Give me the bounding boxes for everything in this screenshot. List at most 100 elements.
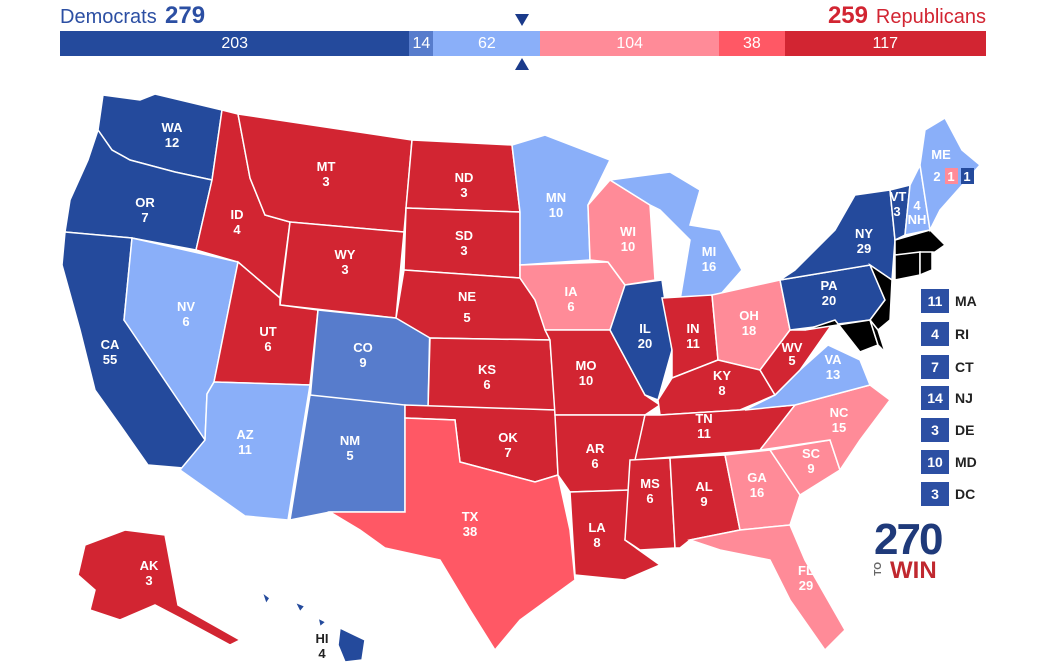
state-label-va: VA [824, 352, 842, 367]
state-label-nd: ND [455, 170, 474, 185]
state-label-ar: AR [586, 441, 605, 456]
small-state-label: DC [955, 486, 976, 502]
state-label-nv: NV [177, 299, 195, 314]
small-state-ev-box[interactable]: 3 [921, 418, 949, 442]
state-ev-mo: 10 [579, 373, 593, 388]
small-state-label: CT [955, 359, 974, 375]
state-ev-nc: 15 [832, 420, 846, 435]
state-ev-la: 8 [593, 535, 600, 550]
state-mi[interactable] [607, 171, 743, 301]
small-state-ev-box[interactable]: 4 [921, 322, 949, 346]
small-state-label: MD [955, 454, 977, 470]
state-ev-ne: 5 [463, 310, 470, 325]
small-state-ev-box[interactable]: 10 [921, 450, 949, 474]
bar-segment-safe_dem: 203 [60, 31, 410, 56]
state-ri[interactable] [919, 251, 933, 277]
state-ev-ok: 7 [504, 445, 511, 460]
democrats-total: 279 [165, 2, 206, 29]
state-ev-ky: 8 [718, 383, 725, 398]
state-label-wv: WV [782, 340, 803, 355]
state-de[interactable] [869, 319, 886, 353]
small-state-label: RI [955, 326, 969, 342]
state-ct[interactable] [894, 251, 921, 281]
state-ev-nv: 6 [182, 314, 189, 329]
state-ev-me-district-1: 1 [947, 169, 954, 184]
state-ev-ga: 16 [750, 485, 764, 500]
state-label-nh: NH [908, 212, 927, 227]
state-ms[interactable] [624, 457, 676, 551]
270towin-logo[interactable]: 270 TO WIN [873, 515, 954, 584]
republicans-label: Republicans [875, 6, 986, 28]
state-ak[interactable] [77, 529, 242, 646]
state-label-fl: FL [798, 563, 814, 578]
state-label-oh: OH [739, 308, 759, 323]
state-ev-az: 11 [238, 442, 252, 457]
republicans-total: 259 [827, 2, 868, 29]
state-label-id: ID [231, 207, 244, 222]
state-ev-pa: 20 [822, 293, 836, 308]
state-ev-sc: 9 [807, 461, 814, 476]
state-label-ia: IA [565, 284, 579, 299]
state-ev-nm: 5 [346, 448, 353, 463]
state-az[interactable] [178, 381, 311, 521]
state-ev-ia: 6 [567, 299, 574, 314]
state-ev-wa: 12 [165, 135, 179, 150]
state-ev-in: 11 [686, 336, 700, 351]
state-label-ms: MS [640, 476, 660, 491]
state-ma[interactable] [894, 229, 947, 256]
state-label-ny: NY [855, 226, 873, 241]
state-ev-me-district-2: 1 [963, 169, 970, 184]
state-label-al: AL [695, 479, 712, 494]
small-state-ev-box[interactable]: 7 [921, 355, 949, 379]
state-ga[interactable] [724, 449, 801, 531]
state-hi[interactable] [260, 589, 366, 663]
midpoint-up-arrow-icon [515, 58, 529, 70]
small-state-label: MA [955, 293, 977, 309]
bar-segment-likely_dem: 14 [409, 31, 434, 56]
bar-segment-lean_rep: 104 [540, 31, 720, 56]
state-label-co: CO [353, 340, 373, 355]
state-label-az: AZ [236, 427, 253, 442]
state-label-tn: TN [695, 411, 712, 426]
state-me-district-1[interactable] [945, 168, 958, 184]
state-ev-co: 9 [359, 355, 366, 370]
logo-number: 270 [874, 515, 943, 564]
state-ev-il: 20 [638, 336, 652, 351]
state-label-mi: MI [702, 244, 716, 259]
state-label-il: IL [639, 321, 651, 336]
logo-to: TO [873, 562, 884, 576]
state-label-mn: MN [546, 190, 566, 205]
state-ev-ny: 29 [857, 241, 871, 256]
small-state-ev-box[interactable]: 11 [921, 289, 949, 313]
state-label-sd: SD [455, 228, 473, 243]
state-ev-tx: 38 [463, 524, 477, 539]
state-ny[interactable] [779, 189, 896, 282]
bar-segment-safe_rep: 117 [784, 31, 986, 56]
state-label-wi: WI [620, 224, 636, 239]
state-ev-mi: 16 [702, 259, 716, 274]
state-md[interactable] [804, 319, 879, 353]
state-label-ca: CA [101, 337, 120, 352]
state-tx[interactable] [327, 417, 576, 652]
state-ev-wy: 3 [341, 262, 348, 277]
state-me-district-2[interactable] [961, 168, 974, 184]
state-ev-al: 9 [700, 494, 707, 509]
bar-segment-likely_rep: 38 [719, 31, 785, 56]
state-ev-nh: 4 [913, 198, 921, 213]
state-label-mo: MO [576, 358, 597, 373]
state-label-mt: MT [317, 159, 336, 174]
small-state-ev-box[interactable]: 3 [921, 482, 949, 506]
state-ev-ak: 3 [145, 573, 152, 588]
state-ev-nd: 3 [460, 185, 467, 200]
state-ev-va: 13 [826, 367, 840, 382]
state-ev-ks: 6 [483, 377, 490, 392]
state-label-pa: PA [820, 278, 838, 293]
state-fl[interactable] [687, 524, 846, 652]
state-label-ak: AK [140, 558, 159, 573]
small-state-ev-box[interactable]: 14 [921, 386, 949, 410]
state-ev-ar: 6 [591, 456, 598, 471]
state-ev-mn: 10 [549, 205, 563, 220]
state-ev-ut: 6 [264, 339, 271, 354]
electoral-vote-bar: 203 14 62 104 38 117 [60, 31, 986, 56]
